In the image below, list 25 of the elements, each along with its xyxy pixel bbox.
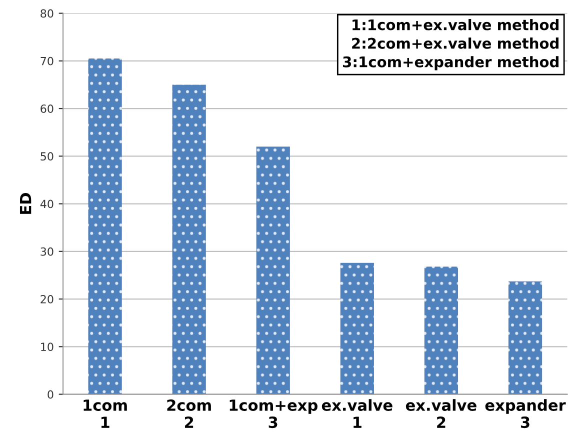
- x-tick-label: 1com+exp 3: [230, 400, 318, 428]
- x-tick-label: 2com 2: [167, 399, 211, 428]
- y-axis-title: ED: [20, 193, 32, 214]
- bar: [508, 281, 542, 394]
- x-tick-label: 1com 1: [84, 400, 127, 428]
- y-tick-label: 70: [40, 56, 54, 66]
- y-tick-label: 50: [40, 152, 54, 161]
- bar: [340, 262, 374, 394]
- bar: [88, 58, 122, 394]
- annotation: 3:1com+expander method: [343, 56, 558, 70]
- y-tick-label: 10: [41, 342, 54, 352]
- x-tick-label: ex.valve 1: [322, 399, 392, 428]
- bar: [256, 146, 290, 394]
- x-tick-label: expander 3: [485, 399, 566, 428]
- y-tick-label: 0: [48, 390, 54, 399]
- bar: [424, 266, 458, 394]
- annotation: 2:2com+ex.valve method: [352, 38, 558, 49]
- y-tick-label: 60: [40, 104, 54, 113]
- y-tick-label: 40: [40, 200, 54, 208]
- annotation: 1:1com+ex.valve method: [352, 19, 558, 30]
- y-tick-label: 20: [40, 295, 54, 304]
- x-tick-label: ex.valve 2: [406, 399, 476, 428]
- bar: [172, 84, 206, 394]
- y-tick-label: 80: [40, 9, 54, 18]
- y-tick-label: 30: [40, 247, 54, 256]
